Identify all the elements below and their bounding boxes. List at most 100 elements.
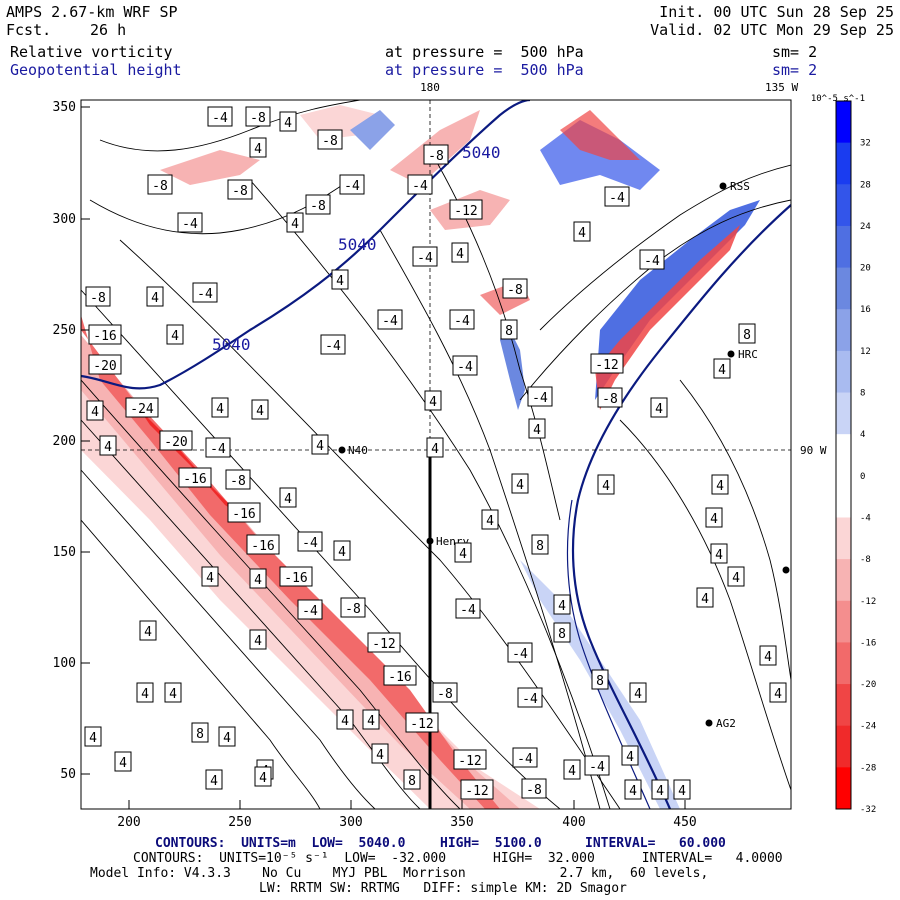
contour-label: 4 bbox=[456, 247, 464, 262]
x-tick-label: 450 bbox=[673, 815, 696, 830]
contour-label-box bbox=[407, 174, 433, 195]
height-contour-5040-east bbox=[571, 204, 791, 809]
contour-label: -4 bbox=[212, 111, 228, 126]
contour-label-box bbox=[297, 531, 323, 552]
colorbar-tick-label: -16 bbox=[860, 638, 876, 648]
contour-label-box bbox=[553, 622, 571, 643]
x-tick-label: 300 bbox=[339, 815, 362, 830]
contour-label-box bbox=[453, 749, 487, 770]
upper-red-cells bbox=[560, 110, 640, 160]
contour-label-box bbox=[311, 434, 329, 455]
contour-label-box bbox=[286, 212, 304, 233]
contour-label: 4 bbox=[89, 731, 97, 746]
contour-label-box bbox=[727, 566, 745, 587]
colorbar-swatch bbox=[836, 434, 851, 477]
field1-smoothing: sm= 2 bbox=[772, 43, 818, 61]
contour-label: -4 bbox=[182, 217, 198, 232]
contour-label-box bbox=[245, 106, 271, 127]
contour-label: -8 bbox=[602, 392, 618, 407]
contour-label: -4 bbox=[522, 692, 538, 707]
contour-line bbox=[81, 469, 376, 809]
init-time: Init. 00 UTC Sun 28 Sep 25 bbox=[659, 3, 894, 21]
colorbar-swatch bbox=[836, 517, 851, 560]
contour-label-box bbox=[246, 534, 280, 555]
contour-line bbox=[119, 239, 621, 809]
station-label: HRC bbox=[738, 348, 758, 361]
contour-label-box bbox=[164, 682, 182, 703]
colorbar-tick-label: -28 bbox=[860, 763, 876, 773]
contour-label: 4 bbox=[210, 774, 218, 789]
contour-label-box bbox=[192, 282, 218, 303]
colorbar-swatch bbox=[836, 559, 851, 602]
colorbar-frame bbox=[835, 100, 852, 810]
contour-label-box bbox=[331, 269, 349, 290]
contour-label-box bbox=[650, 397, 668, 418]
contour-label: 8 bbox=[743, 328, 751, 343]
contour-label: -16 bbox=[232, 507, 255, 522]
contour-label-box bbox=[500, 319, 518, 340]
contour-label: 4 bbox=[284, 492, 292, 507]
contour-label-box bbox=[178, 467, 212, 488]
contour-label: -4 bbox=[302, 536, 318, 551]
contour-label: -24 bbox=[130, 402, 154, 417]
contour-label-box bbox=[297, 599, 323, 620]
contour-label-box bbox=[449, 309, 475, 330]
field2-level: at pressure = 500 hPa bbox=[385, 61, 584, 79]
contour-label-box bbox=[705, 507, 723, 528]
contour-label: -4 bbox=[344, 179, 360, 194]
contour-label: 8 bbox=[408, 774, 416, 789]
contour-label-box bbox=[507, 642, 533, 663]
contour-label: -8 bbox=[428, 149, 444, 164]
colorbar-swatch bbox=[836, 600, 851, 643]
contour-label: -4 bbox=[454, 314, 470, 329]
contour-label-box bbox=[377, 309, 403, 330]
shaded-field bbox=[81, 105, 760, 809]
contour-label-box bbox=[340, 597, 366, 618]
valid-time: Valid. 02 UTC Mon 29 Sep 25 bbox=[650, 21, 894, 39]
height-contour-info: CONTOURS: UNITS=m LOW= 5040.0 bbox=[155, 836, 406, 851]
contour-label: 4 bbox=[141, 687, 149, 702]
contour-label: -4 bbox=[382, 314, 398, 329]
colorbar-swatch bbox=[836, 392, 851, 435]
contour-label: 4 bbox=[533, 423, 541, 438]
contour-label-box bbox=[460, 779, 494, 800]
contour-label-box bbox=[423, 144, 449, 165]
colorbar-swatch bbox=[836, 475, 851, 518]
height-label: 5040 bbox=[338, 235, 377, 254]
contour-label: 4 bbox=[367, 714, 375, 729]
colorbar-unit: 10^-5 s^-1 bbox=[811, 94, 865, 104]
colorbar-swatch bbox=[836, 767, 851, 810]
colorbar-swatch bbox=[836, 184, 851, 227]
contour-label: -20 bbox=[93, 359, 116, 374]
contour-label-box bbox=[673, 779, 691, 800]
contour-label-box bbox=[563, 759, 581, 780]
colorbar-tick-label: 8 bbox=[860, 389, 865, 399]
contour-label-box bbox=[371, 743, 389, 764]
contour-label-box bbox=[279, 111, 297, 132]
contour-label: 4 bbox=[732, 571, 740, 586]
contour-label-box bbox=[147, 174, 173, 195]
contour-label-box bbox=[114, 751, 132, 772]
y-tick-label: 250 bbox=[53, 323, 76, 338]
plot-frame bbox=[80, 99, 792, 810]
contour-label-box bbox=[367, 632, 401, 653]
contour-label: -8 bbox=[507, 283, 523, 298]
contour-label: 4 bbox=[254, 634, 262, 649]
contour-label: -4 bbox=[609, 191, 625, 206]
height-contour-5040 bbox=[81, 100, 531, 390]
contour-label-box bbox=[426, 437, 444, 458]
contour-label: 4 bbox=[516, 478, 524, 493]
contour-label-box bbox=[624, 779, 642, 800]
contour-label: 4 bbox=[486, 514, 494, 529]
contour-label: -8 bbox=[90, 291, 106, 306]
colorbar-tick-label: 0 bbox=[860, 472, 865, 482]
contour-line bbox=[249, 179, 611, 809]
contour-label-box bbox=[227, 179, 253, 200]
contour-label-box bbox=[591, 669, 609, 690]
contour-label: 4 bbox=[341, 714, 349, 729]
contour-label: -8 bbox=[232, 184, 248, 199]
field1-name: Relative vorticity bbox=[10, 43, 173, 61]
contour-label: -4 bbox=[457, 360, 473, 375]
contour-label: 4 bbox=[254, 142, 262, 157]
